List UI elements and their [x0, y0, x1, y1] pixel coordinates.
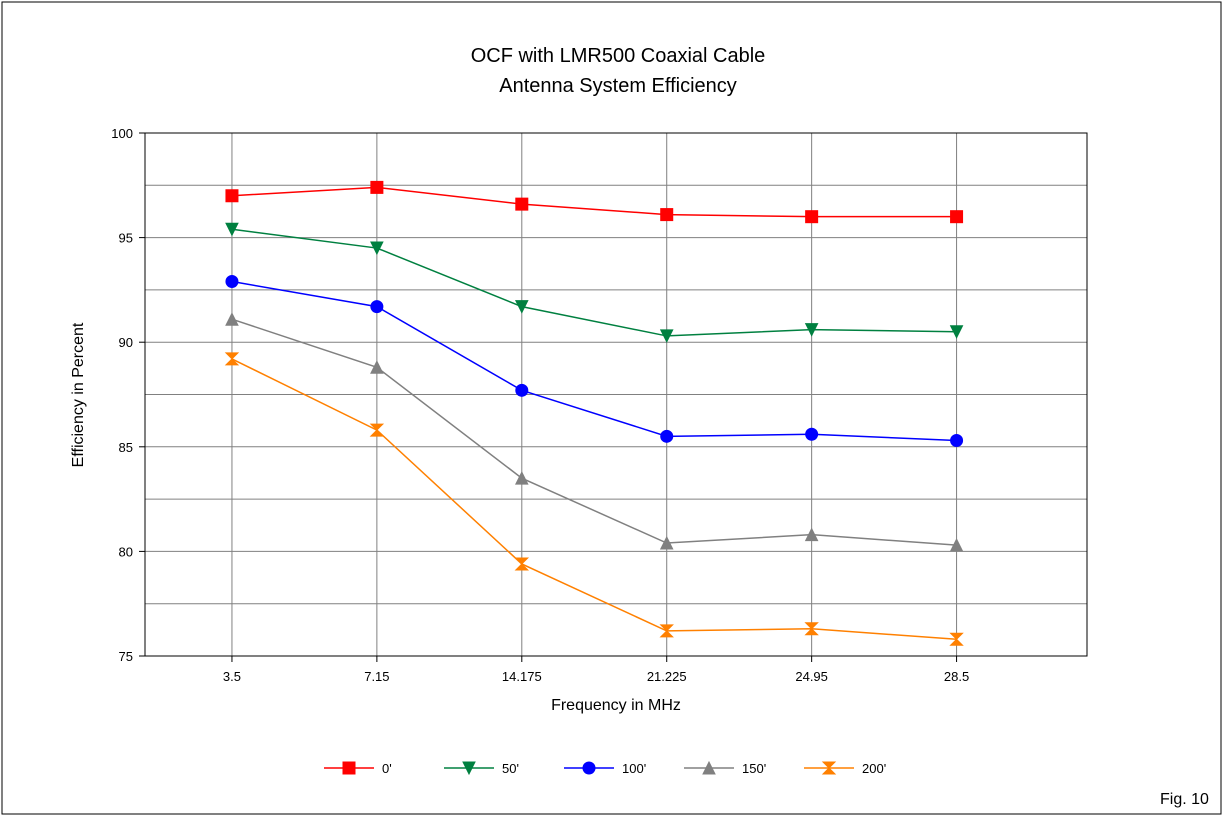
- legend-item: 100': [564, 761, 646, 776]
- data-point-marker: [224, 352, 240, 366]
- data-point-marker: [515, 383, 529, 397]
- data-point-marker: [805, 427, 819, 441]
- legend-label: 50': [502, 761, 519, 776]
- chart-title-line-1: OCF with LMR500 Coaxial Cable: [471, 45, 766, 67]
- data-point-marker: [821, 761, 837, 775]
- chart-title-line-2: Antenna System Efficiency: [499, 75, 737, 97]
- data-point-marker: [804, 622, 819, 636]
- data-point-marker: [950, 434, 964, 448]
- legend-item: 200': [804, 761, 886, 776]
- series-line: [231, 280, 957, 442]
- data-point-marker: [514, 471, 529, 485]
- data-point-marker: [805, 210, 819, 224]
- data-point-marker: [370, 241, 384, 256]
- series-line: [231, 358, 957, 641]
- series-lines: [224, 180, 964, 646]
- data-point-marker: [225, 275, 239, 289]
- y-tick-label: 80: [119, 544, 133, 559]
- x-axis-label: Frequency in MHz: [551, 697, 681, 714]
- data-point-marker: [370, 180, 384, 194]
- legend-item: 50': [444, 761, 519, 776]
- data-point-marker: [659, 624, 674, 638]
- x-tick-label: 14.175: [502, 669, 542, 684]
- data-point-marker: [660, 208, 674, 222]
- series-line: [231, 186, 957, 218]
- legend-label: 150': [742, 761, 766, 776]
- data-point-marker: [804, 323, 819, 337]
- data-point-marker: [370, 360, 384, 374]
- data-point-marker: [515, 197, 529, 211]
- x-tick-label: 28.5: [944, 669, 969, 684]
- data-point-marker: [514, 300, 529, 314]
- data-point-marker: [659, 535, 674, 550]
- data-point-marker: [949, 538, 964, 552]
- data-point-marker: [949, 325, 964, 339]
- data-point-marker: [462, 761, 476, 776]
- y-axis-label: Efficiency in Percent: [70, 322, 87, 467]
- data-point-marker: [702, 760, 716, 775]
- legend: 0' 50' 100' 150' 200': [324, 760, 886, 776]
- legend-label: 200': [862, 761, 886, 776]
- series-2: [225, 275, 964, 448]
- data-point-marker: [804, 527, 819, 542]
- plot-area: [144, 132, 1088, 657]
- series-1: [225, 222, 964, 344]
- data-point-marker: [225, 312, 239, 326]
- y-tick-label: 85: [119, 440, 133, 455]
- series-line: [231, 318, 957, 546]
- series-line: [231, 228, 957, 337]
- legend-label: 0': [382, 761, 392, 776]
- y-tick-label: 75: [119, 649, 133, 664]
- x-tick-label: 24.95: [795, 669, 828, 684]
- data-point-marker: [950, 210, 964, 224]
- y-tick-label: 95: [119, 231, 133, 246]
- data-point-marker: [582, 761, 596, 775]
- data-point-marker: [369, 423, 385, 437]
- data-point-marker: [949, 632, 964, 646]
- data-point-marker: [225, 222, 239, 237]
- data-point-marker: [514, 557, 530, 571]
- y-tick-label: 100: [111, 126, 133, 141]
- data-point-marker: [660, 429, 674, 443]
- figure-label: Fig. 10: [1160, 791, 1209, 808]
- legend-label: 100': [622, 761, 646, 776]
- axis-ticks: 75 80 85 90 95 100 3.5 7.15 14.175 21.225 24.95 28.…: [111, 126, 969, 684]
- data-point-marker: [342, 761, 356, 775]
- legend-item: 150': [684, 760, 766, 776]
- data-point-marker: [370, 300, 384, 314]
- x-tick-label: 7.15: [364, 669, 389, 684]
- x-tick-label: 3.5: [223, 669, 241, 684]
- series-0: [225, 180, 964, 224]
- series-4: [224, 352, 964, 646]
- series-3: [225, 312, 964, 552]
- data-point-marker: [225, 189, 239, 203]
- x-tick-label: 21.225: [647, 669, 687, 684]
- y-tick-label: 90: [119, 335, 133, 350]
- data-point-marker: [659, 329, 674, 344]
- legend-item: 0': [324, 761, 392, 776]
